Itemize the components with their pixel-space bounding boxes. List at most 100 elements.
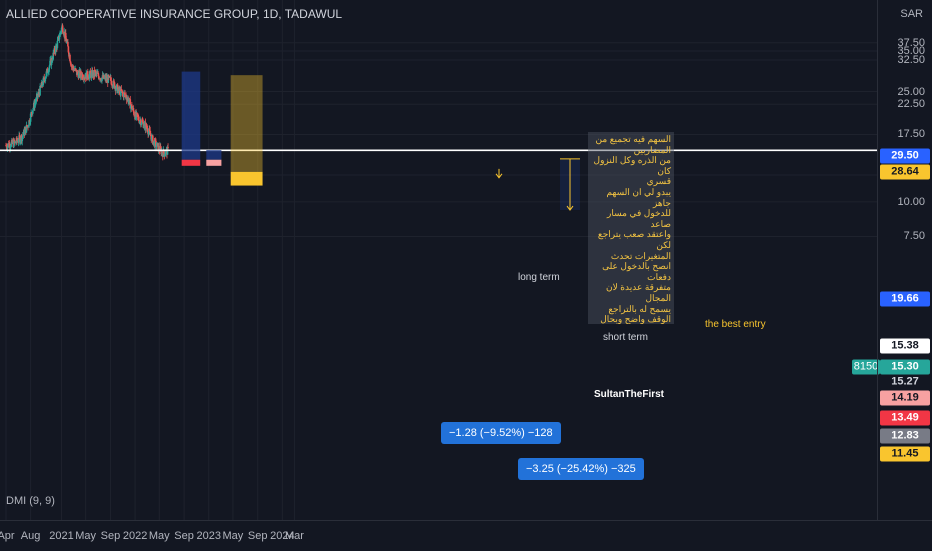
candle-body xyxy=(32,107,35,111)
candle-body xyxy=(137,116,140,121)
candle-body xyxy=(55,45,57,53)
candle-body xyxy=(24,129,26,135)
candle-body xyxy=(127,97,129,103)
long-term-stop-zone xyxy=(181,159,201,166)
candle-body xyxy=(47,72,49,74)
best-entry-label: the best entry xyxy=(705,319,766,330)
candle-body xyxy=(90,72,93,78)
candle-body xyxy=(132,108,135,112)
candle-body xyxy=(138,121,141,123)
candle-body xyxy=(45,71,48,77)
candle-body xyxy=(112,86,114,88)
price-label: 12.83 xyxy=(880,428,930,444)
long-term-label: long term xyxy=(518,272,560,283)
candle-body xyxy=(155,146,158,148)
candle-body xyxy=(74,68,77,70)
candle-body xyxy=(48,65,51,68)
candle-body xyxy=(164,153,167,155)
candle-body xyxy=(141,120,144,122)
x-tick-label: Apr xyxy=(0,530,15,542)
arabic-note-line: للدخول في مسار صاعد xyxy=(607,208,671,229)
x-tick-label: 2022 xyxy=(122,530,148,542)
y-tick-label: 32.50 xyxy=(897,53,925,66)
candle-body xyxy=(113,82,116,89)
price-label: 19.66 xyxy=(880,291,930,307)
short-term-stop-zone xyxy=(206,159,222,166)
measure-callout-2[interactable]: −3.25 (−25.42%) −325 xyxy=(518,458,644,480)
candle-body xyxy=(19,136,21,143)
best-entry-stop-zone xyxy=(230,171,263,186)
candle-body xyxy=(125,95,127,98)
candle-body xyxy=(65,38,68,43)
y-tick-label: 7.50 xyxy=(903,230,925,243)
candle-body xyxy=(126,98,128,100)
horizontal-lines xyxy=(0,149,877,152)
candle-body xyxy=(69,54,71,62)
dmi-indicator-label[interactable]: DMI (9, 9) xyxy=(6,495,55,507)
candle-body xyxy=(143,122,146,127)
candle-body xyxy=(64,32,67,39)
measure-callout-1[interactable]: −1.28 (−9.52%) −128 xyxy=(441,422,561,444)
author-label: SultanTheFirst xyxy=(594,389,665,400)
candle-body xyxy=(97,73,100,77)
chart-title: ALLIED COOPERATIVE INSURANCE GROUP, 1D, … xyxy=(6,7,343,21)
candle-body xyxy=(56,40,59,48)
candle-body xyxy=(41,85,44,87)
candle-body xyxy=(124,93,126,96)
time-axis[interactable]: Apr Aug 2021 May Sep 2022 May Sep 2023 May Sep 2024… xyxy=(0,520,932,551)
candle-body xyxy=(123,92,125,98)
candle-body xyxy=(143,126,145,128)
candle-body xyxy=(140,123,143,126)
candle-body xyxy=(50,57,53,65)
candle-body xyxy=(165,150,167,154)
candle-body xyxy=(58,36,61,40)
candle-body xyxy=(13,140,15,148)
candle-body xyxy=(29,113,32,122)
symbol-tag: 8150 xyxy=(852,359,880,375)
candle-body xyxy=(101,77,103,82)
currency-label: SAR xyxy=(900,8,923,20)
candle-body xyxy=(83,77,85,80)
y-tick-label: 37.50 xyxy=(897,36,925,49)
candle-body xyxy=(52,52,54,60)
candle-body xyxy=(54,51,57,53)
candle-body xyxy=(68,52,70,57)
candle-body xyxy=(72,68,75,71)
candle-body xyxy=(75,69,78,71)
measure-arrows xyxy=(495,158,580,211)
x-tick-label: May xyxy=(148,530,170,542)
candle-body xyxy=(51,57,53,61)
candle-body xyxy=(71,66,73,68)
x-tick-label: Aug xyxy=(20,530,41,542)
candle-body xyxy=(137,116,139,118)
candle-body xyxy=(16,137,18,142)
candle-body xyxy=(69,61,72,64)
x-tick-label: 2024 xyxy=(270,530,295,542)
price-chart[interactable] xyxy=(0,0,877,520)
short-term-label: short term xyxy=(603,332,649,343)
candle-body xyxy=(103,74,105,79)
candle-body xyxy=(59,32,62,34)
candle-body xyxy=(115,84,118,89)
candle-body xyxy=(87,77,90,79)
price-axis[interactable]: SAR 37.5035.0032.5025.0022.5017.5012.501… xyxy=(877,0,932,520)
arabic-note-line: الوقف واضح وبحال السوق xyxy=(600,314,671,324)
price-label: 11.45 xyxy=(880,446,930,462)
candle-body xyxy=(152,141,155,145)
candle-body xyxy=(128,98,131,100)
candle-body xyxy=(150,135,153,141)
candle-body xyxy=(133,111,135,115)
candle-body xyxy=(152,135,154,145)
candle-body xyxy=(128,98,131,102)
candle-body xyxy=(28,120,31,123)
x-tick-label: 2021 xyxy=(49,530,74,542)
candle-body xyxy=(77,71,79,74)
y-tick-label: 35.00 xyxy=(897,45,925,58)
candle-body xyxy=(115,88,117,91)
price-label: 13.49 xyxy=(880,410,930,426)
candle-body xyxy=(154,139,157,141)
y-tick-label: 10.00 xyxy=(897,195,925,208)
price-label: 14.19 xyxy=(880,390,930,406)
candle-body xyxy=(149,134,152,137)
short-term-target-zone xyxy=(206,150,222,160)
